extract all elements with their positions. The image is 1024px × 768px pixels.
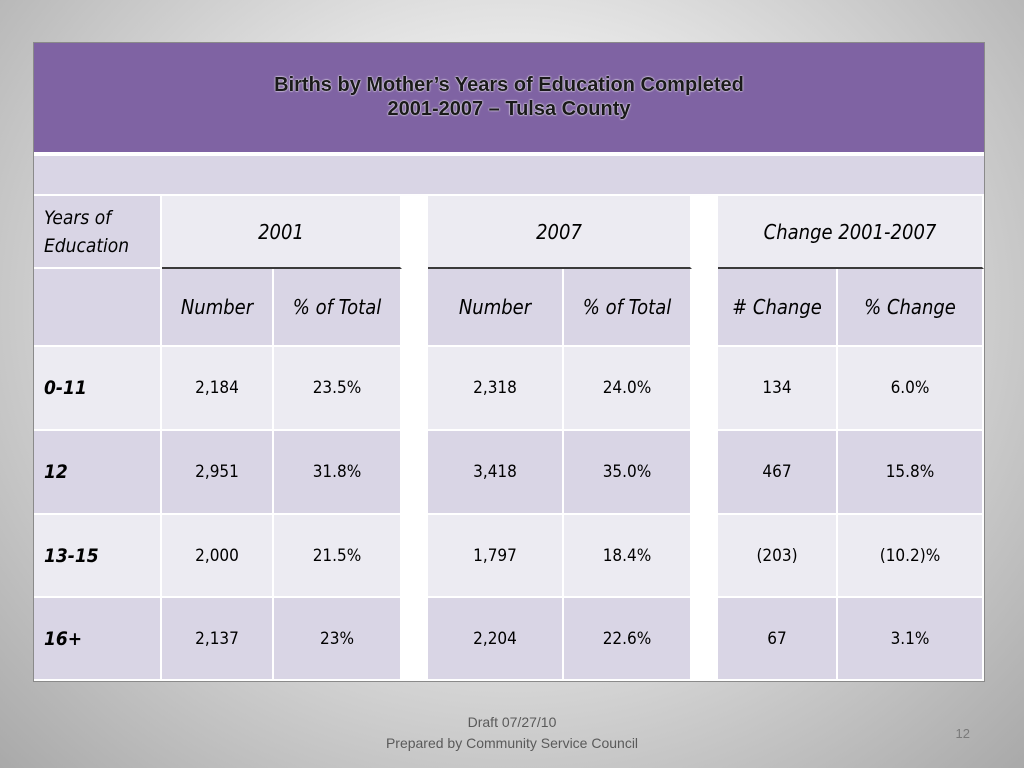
footer-prepared-by: Prepared by Community Service Council — [385, 735, 639, 751]
gap-cell — [692, 598, 718, 681]
table-cell: (10.2)% — [838, 515, 984, 598]
spacer-row — [34, 156, 984, 196]
subheader-blank — [34, 269, 162, 347]
row-header-label: Years of Education — [34, 196, 162, 269]
subheader-2001-pct: % of Total — [274, 269, 402, 347]
group-header-2007: 2007 — [428, 196, 692, 269]
table-cell: 6.0% — [838, 347, 984, 431]
gap-cell — [402, 269, 428, 347]
gap-cell — [692, 347, 718, 431]
row-label: 12 — [34, 431, 162, 515]
page-number: 12 — [955, 726, 970, 741]
gap-cell — [402, 347, 428, 431]
group-header-change: Change 2001-2007 — [718, 196, 984, 269]
subheader-pct-change: % Change — [838, 269, 984, 347]
table-cell: 67 — [718, 598, 838, 681]
gap-cell — [692, 515, 718, 598]
gap-cell — [402, 598, 428, 681]
table-subtitle: 2001-2007 – Tulsa County — [387, 98, 631, 120]
row-label: 0-11 — [34, 347, 162, 431]
gap-cell — [402, 431, 428, 515]
table-cell: 2,951 — [162, 431, 274, 515]
subheader-num-change: # Change — [718, 269, 838, 347]
table-cell: 15.8% — [838, 431, 984, 515]
table-cell: 3.1% — [838, 598, 984, 681]
row-label: 16+ — [34, 598, 162, 681]
footer-draft: Draft 07/27/10 — [467, 714, 557, 730]
subheader-2007-pct: % of Total — [564, 269, 692, 347]
table-cell: 467 — [718, 431, 838, 515]
table-cell: 134 — [718, 347, 838, 431]
group-header-2001: 2001 — [162, 196, 402, 269]
subheader-2001-number: Number — [162, 269, 274, 347]
table-cell: (203) — [718, 515, 838, 598]
gap-cell — [692, 196, 718, 269]
table-cell: 22.6% — [564, 598, 692, 681]
table-cell: 2,204 — [428, 598, 564, 681]
table-cell: 23.5% — [274, 347, 402, 431]
table-title: Births by Mother’s Years of Education Co… — [274, 74, 744, 96]
table-cell: 2,318 — [428, 347, 564, 431]
table-cell: 1,797 — [428, 515, 564, 598]
table-cell: 31.8% — [274, 431, 402, 515]
table-cell: 18.4% — [564, 515, 692, 598]
gap-cell — [692, 431, 718, 515]
row-label: 13-15 — [34, 515, 162, 598]
data-table: Births by Mother’s Years of Education Co… — [33, 42, 985, 682]
gap-cell — [402, 515, 428, 598]
table-cell: 24.0% — [564, 347, 692, 431]
gap-cell — [692, 269, 718, 347]
subheader-2007-number: Number — [428, 269, 564, 347]
gap-cell — [402, 196, 428, 269]
table-cell: 2,000 — [162, 515, 274, 598]
table-cell: 21.5% — [274, 515, 402, 598]
table-cell: 2,137 — [162, 598, 274, 681]
table-title-band: Births by Mother’s Years of Education Co… — [34, 43, 984, 155]
table-cell: 35.0% — [564, 431, 692, 515]
table-cell: 23% — [274, 598, 402, 681]
table-cell: 3,418 — [428, 431, 564, 515]
table-cell: 2,184 — [162, 347, 274, 431]
